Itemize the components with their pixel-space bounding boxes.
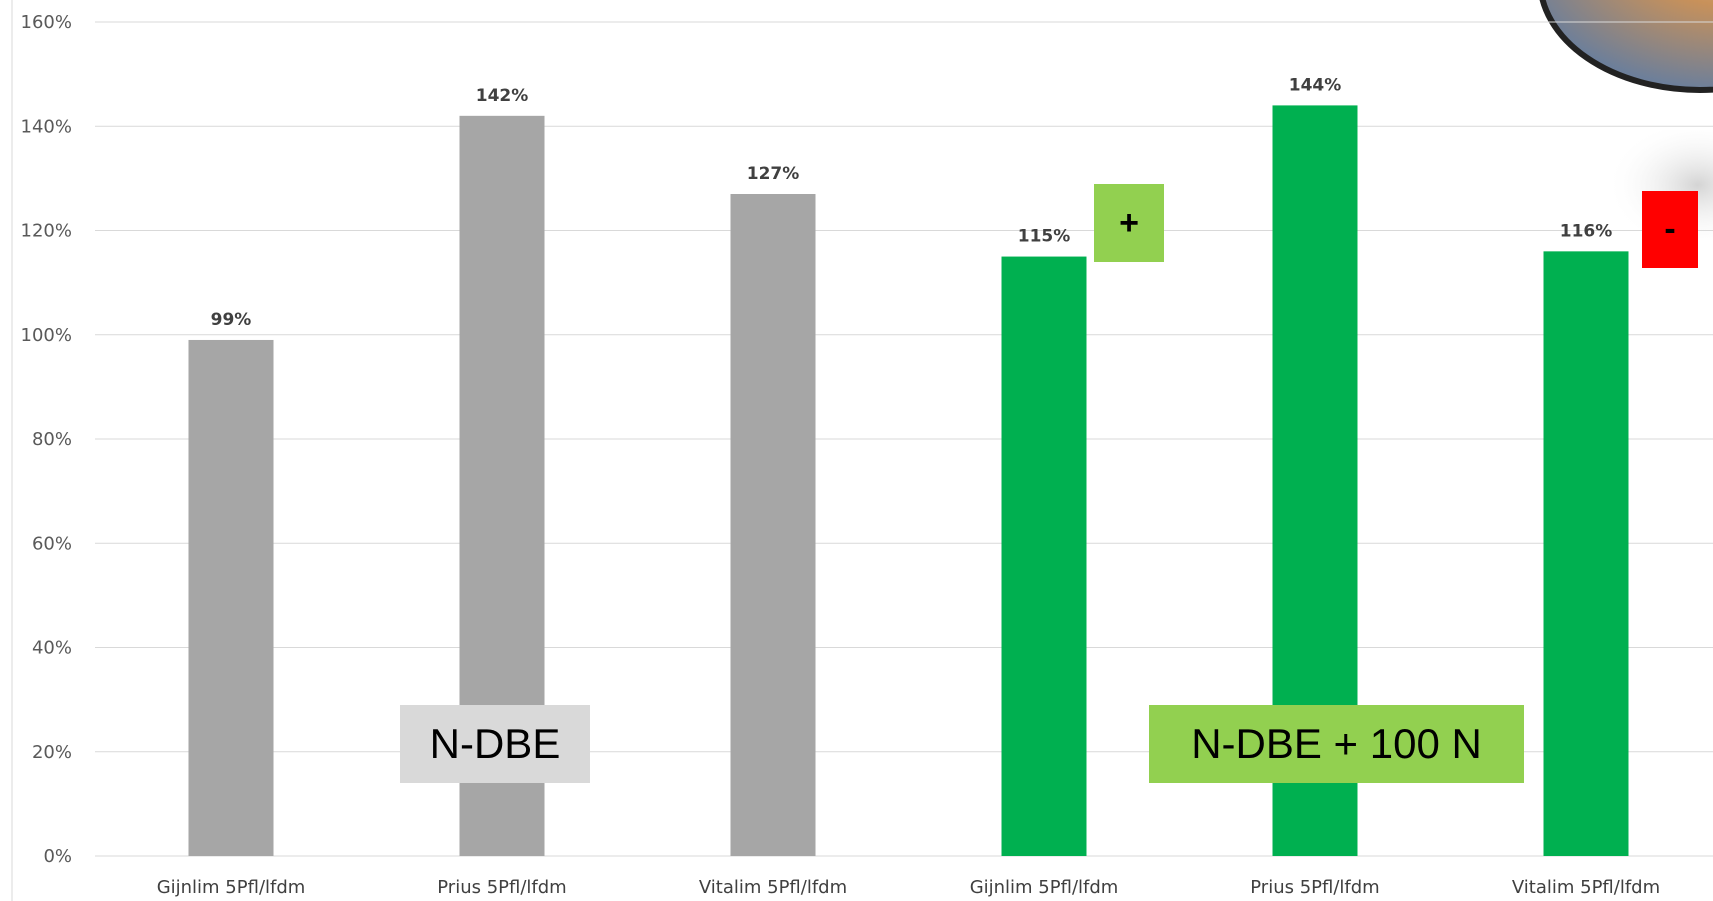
y-tick-label: 0%	[43, 846, 72, 867]
x-tick-label: Prius 5Pfl/lfdm	[437, 877, 566, 898]
y-tick-label: 120%	[21, 221, 72, 242]
x-tick-label: Vitalim 5Pfl/lfdm	[1512, 877, 1660, 898]
y-tick-label: 60%	[32, 533, 72, 554]
y-tick-label: 100%	[21, 325, 72, 346]
y-tick-label: 80%	[32, 429, 72, 450]
bar	[1001, 256, 1087, 856]
data-label: 115%	[1018, 227, 1071, 247]
y-tick-label: 140%	[21, 116, 72, 137]
plus-marker: +	[1094, 184, 1164, 262]
data-label: 99%	[211, 310, 252, 330]
bar	[188, 339, 274, 856]
x-axis-ticks: Gijnlim 5Pfl/lfdm Prius 5Pfl/lfdm Vitalim …	[157, 877, 1660, 898]
minus-marker: -	[1642, 191, 1698, 268]
x-tick-label: Vitalim 5Pfl/lfdm	[699, 877, 847, 898]
data-label: 127%	[747, 164, 800, 184]
x-tick-label: Gijnlim 5Pfl/lfdm	[157, 877, 306, 898]
gridlines	[95, 21, 1713, 857]
data-label: 116%	[1560, 221, 1613, 241]
bar	[1543, 251, 1629, 857]
y-axis-ticks: 0% 20% 40% 60% 80% 100% 120% 140% 160%	[21, 12, 72, 867]
group-label-n-dbe-100n: N-DBE + 100 N	[1149, 705, 1524, 783]
y-tick-label: 160%	[21, 12, 72, 33]
data-label: 144%	[1289, 75, 1342, 95]
x-tick-label: Gijnlim 5Pfl/lfdm	[970, 877, 1119, 898]
y-tick-label: 20%	[32, 742, 72, 763]
y-tick-label: 40%	[32, 638, 72, 659]
bar	[730, 194, 816, 856]
data-labels: 99% 142% 127% 115% 144% 116%	[211, 75, 1613, 330]
x-tick-label: Prius 5Pfl/lfdm	[1250, 877, 1379, 898]
group-label-n-dbe: N-DBE	[400, 705, 590, 783]
data-label: 142%	[476, 86, 529, 106]
